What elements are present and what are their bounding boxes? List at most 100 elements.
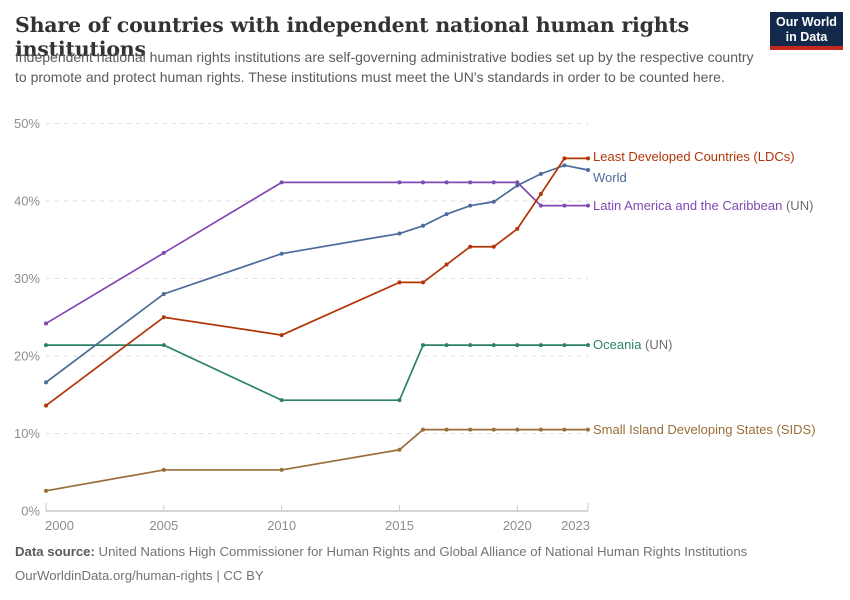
series-point-oceania-2015 bbox=[397, 398, 402, 403]
series-point-ldc-2018 bbox=[468, 244, 473, 249]
legend-label-sids[interactable]: Small Island Developing States (SIDS) bbox=[593, 421, 816, 439]
series-line-oceania bbox=[46, 344, 588, 402]
x-tick-label-2023: 2023 bbox=[561, 518, 590, 533]
series-point-sids-2019 bbox=[491, 427, 496, 432]
series-point-world-2000 bbox=[44, 380, 48, 385]
series-point-oceania-2005 bbox=[161, 343, 166, 348]
series-point-sids-2000 bbox=[44, 488, 48, 493]
series-point-latin-america-caribbean-2023 bbox=[586, 203, 590, 208]
series-point-latin-america-caribbean-2017 bbox=[444, 180, 449, 185]
series-line-ldc bbox=[45, 157, 588, 407]
series-point-sids-2023 bbox=[586, 427, 590, 432]
series-point-ldc-2019 bbox=[491, 244, 496, 249]
series-line-sids bbox=[45, 428, 588, 492]
series-point-latin-america-caribbean-2022 bbox=[562, 203, 567, 208]
data-source-label: Data source: bbox=[15, 544, 95, 559]
y-tick-label-10: 10% bbox=[14, 426, 40, 441]
series-point-ldc-2021 bbox=[538, 192, 543, 197]
series-point-world-2021 bbox=[538, 171, 543, 176]
x-tick-label-2005: 2005 bbox=[149, 518, 178, 533]
series-point-oceania-2022 bbox=[562, 343, 567, 348]
series-point-ldc-2005 bbox=[161, 315, 166, 320]
series-point-world-2018 bbox=[468, 203, 473, 208]
series-point-ldc-2016 bbox=[421, 280, 426, 285]
legend-label-world[interactable]: World bbox=[593, 169, 627, 187]
series-point-ldc-2023 bbox=[586, 156, 590, 161]
legend-label-text: Least Developed Countries (LDCs) bbox=[593, 148, 795, 164]
series-point-latin-america-caribbean-2000 bbox=[44, 321, 48, 326]
series-point-ldc-2000 bbox=[44, 403, 48, 408]
legend-label-latin-america-caribbean[interactable]: Latin America and the Caribbean (UN) bbox=[593, 197, 813, 215]
series-line-world bbox=[45, 164, 589, 384]
series-point-oceania-2016 bbox=[421, 343, 426, 348]
series-world[interactable] bbox=[44, 163, 590, 385]
series-point-oceania-2018 bbox=[468, 343, 473, 348]
series-point-sids-2017 bbox=[444, 427, 449, 432]
series-point-ldc-2022 bbox=[562, 156, 567, 161]
series-point-sids-2020 bbox=[515, 427, 520, 432]
series-point-oceania-2020 bbox=[515, 343, 520, 348]
series-point-world-2023 bbox=[586, 168, 590, 172]
series-point-latin-america-caribbean-2015 bbox=[397, 180, 402, 185]
series-ldc[interactable] bbox=[44, 156, 590, 408]
series-point-world-2016 bbox=[421, 223, 426, 228]
series-point-sids-2015 bbox=[397, 447, 402, 452]
series-point-ldc-2020 bbox=[515, 226, 520, 231]
series-point-ldc-2015 bbox=[397, 280, 402, 285]
series-point-latin-america-caribbean-2018 bbox=[468, 180, 473, 185]
series-point-sids-2016 bbox=[421, 427, 426, 432]
chart-footer: Data source: United Nations High Commiss… bbox=[15, 540, 835, 588]
x-tick-label-2015: 2015 bbox=[385, 518, 414, 533]
legend-label-ldc[interactable]: Least Developed Countries (LDCs) bbox=[593, 148, 795, 166]
attribution-line[interactable]: OurWorldinData.org/human-rights | CC BY bbox=[15, 568, 264, 583]
series-point-latin-america-caribbean-2020 bbox=[515, 180, 520, 185]
series-point-oceania-2021 bbox=[538, 343, 543, 348]
series-point-sids-2010 bbox=[279, 467, 284, 472]
series-point-oceania-2000 bbox=[44, 343, 48, 348]
series-point-world-2017 bbox=[444, 212, 449, 217]
series-point-sids-2005 bbox=[161, 467, 166, 472]
legend-label-suffix: (UN) bbox=[641, 337, 673, 353]
series-latin-america-caribbean[interactable] bbox=[44, 180, 590, 326]
series-point-latin-america-caribbean-2019 bbox=[491, 180, 496, 185]
series-point-latin-america-caribbean-2010 bbox=[279, 180, 284, 185]
series-sids[interactable] bbox=[44, 427, 590, 493]
y-tick-label-20: 20% bbox=[14, 349, 40, 364]
legend-label-oceania[interactable]: Oceania (UN) bbox=[593, 336, 672, 354]
series-point-sids-2021 bbox=[538, 427, 543, 432]
series-point-latin-america-caribbean-2005 bbox=[161, 250, 166, 255]
legend-label-text: Oceania bbox=[593, 337, 642, 353]
series-point-world-2005 bbox=[161, 292, 166, 296]
legend-label-text: Latin America and the Caribbean bbox=[593, 197, 783, 213]
series-point-oceania-2017 bbox=[444, 343, 449, 348]
legend-label-suffix: (UN) bbox=[782, 197, 814, 213]
series-point-latin-america-caribbean-2021 bbox=[538, 203, 543, 208]
owid-logo[interactable]: Our World in Data bbox=[770, 12, 843, 50]
x-tick-label-2000: 2000 bbox=[45, 518, 74, 533]
series-point-world-2022 bbox=[562, 163, 567, 168]
series-point-ldc-2010 bbox=[279, 333, 284, 338]
owid-logo-stripe bbox=[770, 46, 843, 50]
series-point-sids-2022 bbox=[562, 427, 567, 432]
series-oceania[interactable] bbox=[44, 343, 590, 403]
series-point-world-2019 bbox=[491, 199, 496, 204]
series-point-latin-america-caribbean-2016 bbox=[421, 180, 426, 185]
legend-label-text: World bbox=[593, 169, 627, 185]
y-tick-label-0: 0% bbox=[21, 504, 40, 519]
data-source-line: Data source: United Nations High Commiss… bbox=[15, 540, 835, 564]
series-line-latin-america-caribbean bbox=[45, 181, 588, 325]
x-tick-label-2010: 2010 bbox=[267, 518, 296, 533]
owid-logo-line2: in Data bbox=[785, 30, 828, 44]
series-point-ldc-2017 bbox=[444, 262, 449, 267]
series-point-world-2015 bbox=[397, 231, 402, 236]
y-tick-label-40: 40% bbox=[14, 194, 40, 209]
x-tick-label-2020: 2020 bbox=[503, 518, 532, 533]
legend-label-text: Small Island Developing States (SIDS) bbox=[593, 421, 816, 437]
series-point-oceania-2023 bbox=[586, 343, 590, 348]
page-title: Share of countries with independent nati… bbox=[15, 13, 690, 61]
series-point-oceania-2010 bbox=[279, 398, 284, 403]
series-point-world-2010 bbox=[279, 251, 284, 256]
